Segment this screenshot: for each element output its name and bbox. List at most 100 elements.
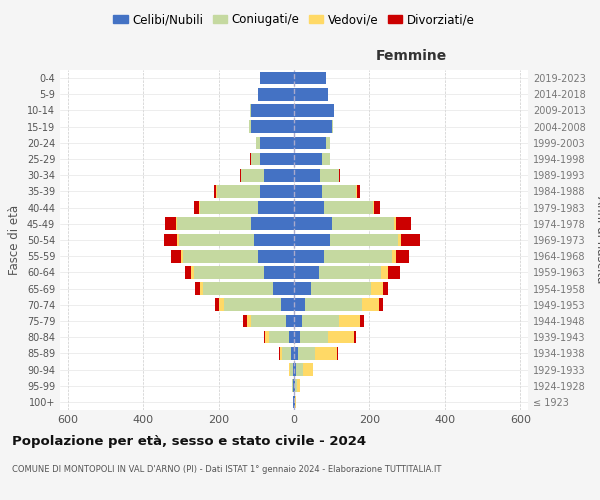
Bar	[289, 363, 290, 376]
Bar	[290, 363, 293, 376]
Bar	[294, 185, 322, 198]
Bar	[241, 169, 264, 181]
Bar	[217, 185, 260, 198]
Bar	[294, 120, 332, 133]
Legend: Celibi/Nubili, Coniugati/e, Vedovi/e, Divorziati/e: Celibi/Nubili, Coniugati/e, Vedovi/e, Di…	[109, 8, 479, 31]
Bar	[260, 136, 294, 149]
Bar	[164, 234, 177, 246]
Bar	[298, 347, 315, 360]
Bar	[362, 298, 379, 311]
Bar	[176, 218, 177, 230]
Bar	[294, 72, 326, 85]
Bar	[294, 266, 319, 278]
Bar	[291, 347, 294, 360]
Bar	[294, 169, 320, 181]
Bar	[294, 152, 322, 166]
Bar	[299, 331, 328, 344]
Bar	[195, 282, 200, 295]
Bar	[251, 218, 294, 230]
Y-axis label: Fasce di età: Fasce di età	[8, 205, 21, 275]
Bar	[260, 152, 294, 166]
Bar	[294, 104, 334, 117]
Bar	[250, 104, 251, 117]
Bar	[265, 331, 269, 344]
Bar	[332, 120, 333, 133]
Bar	[373, 202, 374, 214]
Bar	[328, 331, 355, 344]
Bar	[172, 250, 181, 262]
Bar	[203, 282, 273, 295]
Bar	[260, 185, 294, 198]
Bar	[371, 282, 383, 295]
Bar	[243, 314, 247, 328]
Bar	[294, 136, 326, 149]
Bar	[320, 169, 339, 181]
Bar	[251, 152, 260, 166]
Bar	[224, 298, 281, 311]
Bar	[330, 234, 398, 246]
Bar	[294, 314, 302, 328]
Bar	[294, 218, 332, 230]
Bar	[294, 363, 296, 376]
Bar	[218, 298, 224, 311]
Bar	[293, 380, 294, 392]
Bar	[181, 250, 182, 262]
Bar	[289, 331, 294, 344]
Bar	[381, 266, 388, 278]
Bar	[177, 218, 251, 230]
Bar	[295, 396, 296, 408]
Bar	[383, 282, 388, 295]
Bar	[200, 282, 203, 295]
Bar	[396, 218, 411, 230]
Bar	[296, 380, 299, 392]
Bar	[339, 169, 340, 181]
Bar	[302, 314, 339, 328]
Bar	[326, 136, 330, 149]
Bar	[339, 314, 360, 328]
Text: Femmine: Femmine	[376, 49, 446, 63]
Bar	[388, 266, 400, 278]
Bar	[191, 266, 194, 278]
Bar	[254, 234, 294, 246]
Bar	[319, 266, 381, 278]
Bar	[177, 234, 179, 246]
Bar	[311, 282, 371, 295]
Bar	[286, 314, 294, 328]
Bar	[249, 120, 251, 133]
Bar	[356, 185, 359, 198]
Bar	[294, 282, 311, 295]
Bar	[396, 250, 409, 262]
Bar	[281, 347, 291, 360]
Text: Popolazione per età, sesso e stato civile - 2024: Popolazione per età, sesso e stato civil…	[12, 435, 366, 448]
Bar	[200, 202, 258, 214]
Bar	[179, 234, 254, 246]
Bar	[194, 266, 264, 278]
Text: COMUNE DI MONTOPOLI IN VAL D'ARNO (PI) - Dati ISTAT 1° gennaio 2024 - Elaborazio: COMUNE DI MONTOPOLI IN VAL D'ARNO (PI) -…	[12, 465, 442, 474]
Bar	[215, 298, 218, 311]
Bar	[292, 380, 293, 392]
Bar	[214, 185, 216, 198]
Bar	[294, 88, 328, 101]
Bar	[264, 331, 265, 344]
Bar	[164, 218, 176, 230]
Bar	[251, 104, 294, 117]
Bar	[251, 314, 286, 328]
Bar	[394, 218, 396, 230]
Bar	[379, 298, 383, 311]
Bar	[194, 202, 199, 214]
Bar	[374, 202, 380, 214]
Bar	[322, 185, 356, 198]
Bar	[294, 331, 299, 344]
Bar	[305, 298, 362, 311]
Bar	[304, 363, 313, 376]
Bar	[294, 202, 324, 214]
Bar	[294, 396, 295, 408]
Bar	[269, 331, 289, 344]
Bar	[293, 363, 294, 376]
Bar	[398, 234, 401, 246]
Bar	[199, 202, 200, 214]
Bar	[182, 250, 258, 262]
Bar	[264, 266, 294, 278]
Bar	[332, 218, 394, 230]
Bar	[315, 347, 337, 360]
